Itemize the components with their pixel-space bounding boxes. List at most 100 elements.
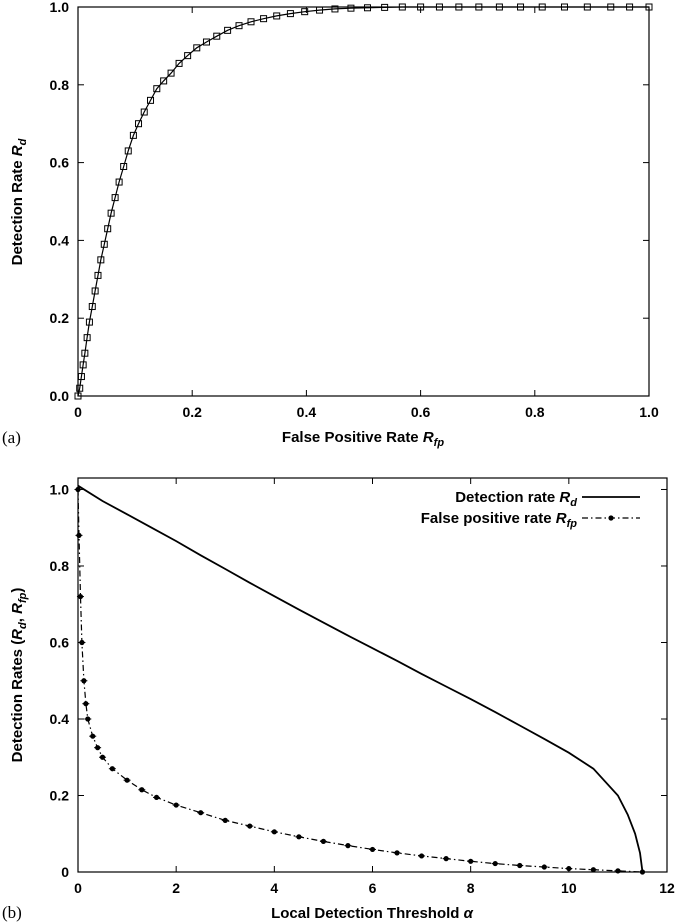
x-tick-label-a: 0.6 xyxy=(411,404,431,420)
roc-point-a xyxy=(316,6,324,14)
roc-point-a xyxy=(111,194,119,202)
roc-point-a xyxy=(538,3,546,11)
roc-point-a xyxy=(247,18,255,26)
plot-frame-b xyxy=(77,477,668,873)
roc-point-a xyxy=(475,3,483,11)
roc-point-a xyxy=(286,10,294,18)
x-tick-label-a: 0.2 xyxy=(182,404,202,420)
roc-point-a xyxy=(124,147,132,155)
roc-point-a xyxy=(107,209,115,217)
x-tick-label-a: 0.8 xyxy=(525,404,545,420)
x-tick-label-a: 0.4 xyxy=(297,404,317,420)
roc-point-a xyxy=(273,12,281,20)
roc-point-a xyxy=(417,3,425,11)
panel-label-a: (a) xyxy=(2,428,21,447)
axis-ticks-b xyxy=(77,478,668,873)
roc-point-a xyxy=(129,131,137,139)
y-tick-label-a: 0.4 xyxy=(50,232,70,248)
axis-ticks-a xyxy=(77,6,650,397)
roc-point-a xyxy=(100,240,108,248)
x-tick-label-b: 10 xyxy=(561,880,577,896)
y-tick-label-b: 0.4 xyxy=(50,711,70,727)
y-tick-label-a: 0.2 xyxy=(50,310,70,326)
legend-entry-detection-rate: Detection rate Rd xyxy=(455,489,577,509)
roc-point-a xyxy=(224,26,232,34)
roc-point-a xyxy=(560,3,568,11)
y-tick-label-b: 1.0 xyxy=(50,481,70,497)
roc-point-a xyxy=(135,120,143,128)
roc-point-a xyxy=(77,373,85,381)
roc-point-a xyxy=(645,3,653,11)
y-tick-labels-b: 0 0.2 0.4 0.6 0.8 1.0 xyxy=(50,481,70,880)
roc-point-a xyxy=(167,69,175,77)
x-tick-label-b: 2 xyxy=(172,880,180,896)
roc-point-a xyxy=(94,271,102,279)
roc-point-a xyxy=(184,52,192,60)
roc-point-a xyxy=(331,5,339,13)
roc-point-a xyxy=(213,32,221,40)
roc-point-a xyxy=(81,349,89,357)
roc-point-a xyxy=(235,22,243,30)
y-tick-label-b: 0.6 xyxy=(50,634,70,650)
roc-series-a xyxy=(74,3,653,400)
false-positive-rate-markers xyxy=(74,486,646,875)
x-tick-label-b: 12 xyxy=(659,880,675,896)
roc-point-a xyxy=(626,3,634,11)
roc-point-a xyxy=(260,15,268,23)
panel-b: 0 2 4 6 8 10 12 0 0.2 0.4 0.6 0.8 1.0 Detection rat… xyxy=(2,477,675,922)
roc-point-a xyxy=(202,38,210,46)
roc-point-a xyxy=(115,178,123,186)
x-tick-labels-b: 0 2 4 6 8 10 12 xyxy=(74,880,675,896)
x-tick-label-b: 6 xyxy=(369,880,377,896)
roc-point-a xyxy=(104,225,112,233)
roc-point-a xyxy=(147,96,155,104)
detection-rate-line xyxy=(77,484,644,873)
roc-point-a xyxy=(79,361,87,369)
roc-point-a xyxy=(83,334,91,342)
roc-point-a xyxy=(381,3,389,11)
panel-label-b: (b) xyxy=(2,903,22,922)
roc-point-a xyxy=(153,85,161,93)
y-tick-label-a: 0.0 xyxy=(50,388,70,404)
x-tick-label-b: 8 xyxy=(467,880,475,896)
roc-point-a xyxy=(193,44,201,52)
roc-point-a xyxy=(583,3,591,11)
roc-curve-a xyxy=(77,6,649,397)
legend-marker-false-positive-rate xyxy=(608,515,614,521)
y-tick-label-a: 1.0 xyxy=(50,0,70,15)
roc-point-a xyxy=(160,77,168,85)
y-tick-label-b: 0 xyxy=(61,864,69,880)
roc-point-a xyxy=(398,3,406,11)
y-tick-label-a: 0.6 xyxy=(50,155,70,171)
roc-point-a xyxy=(455,3,463,11)
panel-a: 0 0.2 0.4 0.6 0.8 1.0 0.0 0.2 0.4 0.6 0.8 1.0 Fals… xyxy=(2,0,659,449)
x-axis-label-a: False Positive Rate Rfp xyxy=(282,429,444,449)
y-tick-labels-a: 0.0 0.2 0.4 0.6 0.8 1.0 xyxy=(50,0,70,404)
y-axis-label-a: Detection Rate Rd xyxy=(9,138,29,265)
roc-point-a xyxy=(363,4,371,12)
roc-point-a xyxy=(301,8,309,16)
y-axis-label-b: Detection Rates (Rd, Rfp) xyxy=(9,588,29,763)
roc-point-a xyxy=(435,3,443,11)
roc-point-a xyxy=(607,3,615,11)
x-axis-label-b: Local Detection Threshold α xyxy=(271,905,474,922)
roc-point-a xyxy=(88,303,96,311)
plot-frame-a xyxy=(77,6,650,397)
roc-point-a xyxy=(76,384,84,392)
false-positive-rate-line xyxy=(77,489,643,873)
roc-point-a xyxy=(495,3,503,11)
y-tick-label-b: 0.8 xyxy=(50,558,70,574)
roc-point-a xyxy=(91,287,99,295)
roc-point-a xyxy=(140,108,148,116)
roc-point-a xyxy=(175,59,183,67)
roc-point-a xyxy=(74,392,82,400)
roc-point-a xyxy=(517,3,525,11)
x-tick-label-b: 4 xyxy=(270,880,278,896)
y-tick-label-a: 0.8 xyxy=(50,77,70,93)
roc-point-a xyxy=(120,162,128,170)
x-tick-labels-a: 0 0.2 0.4 0.6 0.8 1.0 xyxy=(74,404,659,420)
x-tick-label-b: 0 xyxy=(74,880,82,896)
roc-point-a xyxy=(97,256,105,264)
legend-b: Detection rate Rd False positive rate Rf… xyxy=(421,489,640,530)
